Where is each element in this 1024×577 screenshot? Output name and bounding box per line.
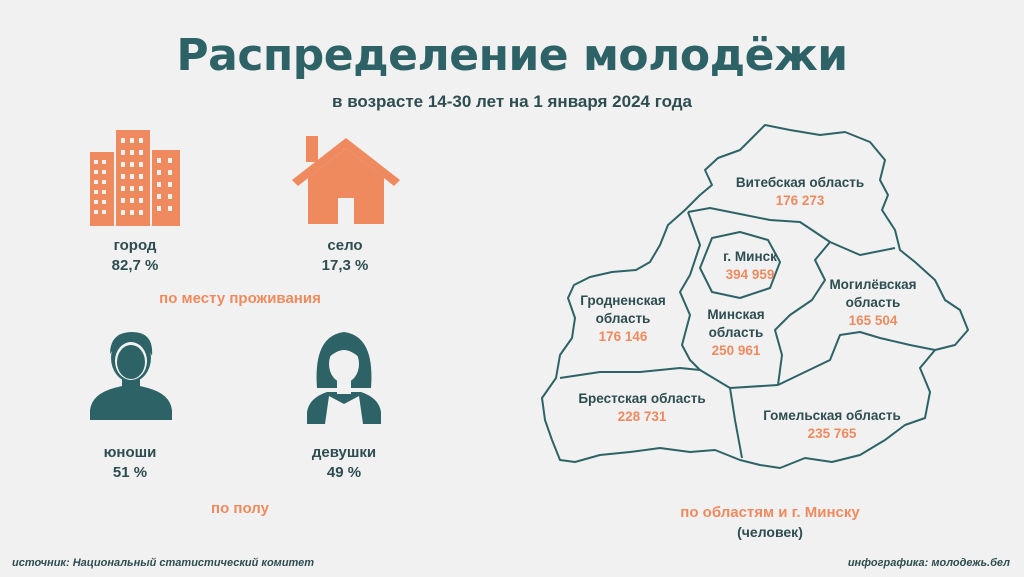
city-label: город: [113, 237, 157, 254]
vitebsk-name: Витебская область: [735, 175, 865, 190]
village-value: 17,3 %: [321, 257, 369, 274]
residence-caption: по месту проживания: [159, 290, 321, 307]
minsk-city-border: [699, 231, 781, 299]
mogilev-name-line1: Могилёвская: [829, 277, 917, 292]
page-subtitle: в возрасте 14-30 лет на 1 января 2024 го…: [332, 92, 692, 111]
brest-name: Брестская область: [578, 391, 706, 406]
belarus-map: [541, 124, 969, 469]
regions-caption: по областям и г. Минску: [680, 504, 860, 521]
grodno-value: 176 146: [598, 329, 648, 344]
vitebsk-value: 176 273: [775, 193, 825, 208]
gender-caption: по полу: [211, 500, 269, 517]
minsk-region-value: 250 961: [711, 343, 761, 358]
grodno-name-line1: Гродненская: [580, 293, 666, 308]
city-buildings-icon: [90, 130, 180, 226]
mogilev-name-line2: область: [845, 295, 901, 310]
gomel-west-border: [729, 387, 743, 459]
source-note: источник: Национальный статистический ко…: [12, 557, 315, 569]
mogilev-south-border: [777, 331, 936, 386]
male-label: юноши: [103, 444, 157, 461]
minsk-region-name-line2: область: [708, 325, 764, 340]
female-value: 49 %: [326, 464, 362, 481]
belarus-outline: [541, 124, 969, 469]
brest-gomel-border: [559, 367, 779, 389]
grodno-border: [679, 211, 701, 371]
female-label: девушки: [311, 444, 377, 461]
city-value: 82,7 %: [111, 257, 159, 274]
brest-value: 228 731: [617, 409, 667, 424]
minsk-city-name: г. Минск: [723, 249, 777, 264]
grodno-name-line2: область: [595, 311, 651, 326]
male-value: 51 %: [112, 464, 148, 481]
minsk-region-east-border: [774, 241, 831, 386]
village-label: село: [327, 237, 363, 254]
page-title: Распределение молодёжи: [176, 30, 848, 81]
vitebsk-border: [687, 207, 896, 256]
minsk-city-value: 394 959: [725, 267, 775, 282]
young-man-icon: [90, 332, 172, 420]
regions-unit: (человек): [737, 524, 803, 540]
minsk-region-name-line1: Минская: [707, 307, 765, 322]
house-icon: [292, 136, 400, 224]
mogilev-value: 165 504: [848, 313, 898, 328]
credit-note: инфографика: молодежь.бел: [847, 557, 1010, 569]
gomel-value: 235 765: [807, 426, 857, 441]
gomel-name: Гомельская область: [763, 408, 901, 423]
young-woman-icon: [307, 332, 381, 424]
